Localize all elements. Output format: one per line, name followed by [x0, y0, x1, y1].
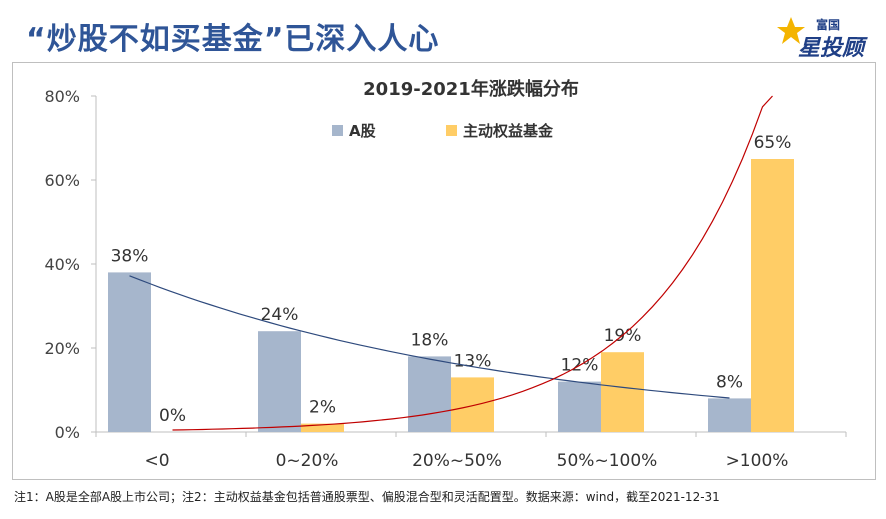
legend-swatch	[446, 125, 457, 136]
x-tick-label: <0	[144, 451, 169, 471]
x-tick-label: 20%~50%	[412, 451, 502, 471]
y-tick-label: 80%	[44, 87, 80, 106]
x-tick-label: 50%~100%	[557, 451, 658, 471]
bar	[451, 377, 494, 432]
data-label: 19%	[604, 326, 642, 346]
y-tick-label: 40%	[44, 255, 80, 274]
bar	[558, 381, 601, 432]
bar	[408, 356, 451, 432]
data-label: 38%	[111, 246, 149, 266]
legend-label: 主动权益基金	[463, 122, 554, 140]
data-label: 13%	[454, 351, 492, 371]
bar	[601, 352, 644, 432]
brand-main-text: 星投顾	[798, 36, 865, 61]
chart-frame	[12, 62, 876, 480]
footnote: 注1：A股是全部A股上市公司；注2：主动权益基金包括普通股票型、偏股混合型和灵活…	[14, 490, 720, 504]
bar	[108, 272, 151, 432]
y-tick-label: 0%	[55, 423, 80, 442]
legend-label: A股	[349, 122, 377, 140]
y-tick-label: 60%	[44, 171, 80, 190]
data-label: 65%	[754, 133, 792, 153]
x-tick-label: 0~20%	[276, 451, 339, 471]
data-label: 8%	[716, 372, 743, 392]
legend-swatch	[332, 125, 343, 136]
y-tick-label: 20%	[44, 339, 80, 358]
data-label: 2%	[309, 398, 336, 418]
page-headline: “炒股不如买基金”已深入人心	[26, 22, 440, 57]
data-label: 0%	[159, 406, 186, 426]
bar	[708, 398, 751, 432]
brand-logo: 富国 星投顾	[776, 16, 868, 61]
trendline	[172, 95, 773, 431]
trendline	[129, 275, 730, 399]
data-label: 24%	[261, 305, 299, 325]
brand-top-text: 富国	[816, 18, 841, 32]
chart-title: 2019-2021年涨跌幅分布	[363, 78, 579, 100]
bar	[751, 159, 794, 432]
star-icon	[777, 17, 805, 44]
bar	[258, 331, 301, 432]
x-tick-label: >100%	[726, 451, 789, 471]
bar	[301, 423, 344, 432]
data-label: 18%	[411, 330, 449, 350]
